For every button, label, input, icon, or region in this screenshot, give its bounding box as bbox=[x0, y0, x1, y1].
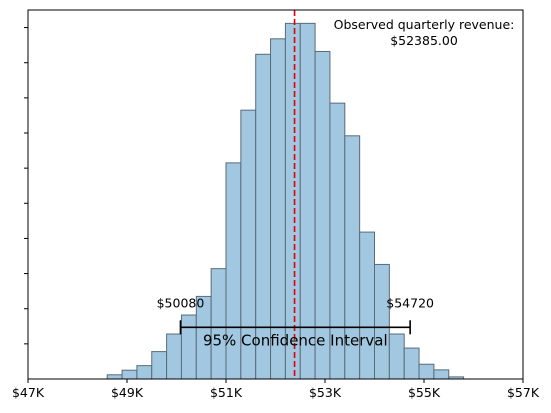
ci-label: 95% Confidence Interval bbox=[203, 331, 388, 349]
observed-label-line2: $52385.00 bbox=[390, 33, 458, 48]
histogram-bar bbox=[151, 351, 168, 380]
annotations: Observed quarterly revenue: $52385.00 $5… bbox=[157, 17, 515, 349]
histogram-bar bbox=[121, 369, 138, 380]
histogram-bar bbox=[359, 231, 375, 380]
x-tick-label: $49K bbox=[111, 385, 144, 400]
histogram-bar bbox=[284, 22, 301, 380]
x-tick-label: $55K bbox=[408, 385, 441, 400]
x-tick-label: $47K bbox=[12, 385, 45, 400]
histogram-bar bbox=[166, 333, 182, 380]
histogram-bar bbox=[210, 268, 227, 380]
plot-frame bbox=[27, 9, 524, 380]
ci-lower-label: $50080 bbox=[157, 295, 205, 310]
x-tick-label: $51K bbox=[210, 385, 243, 400]
x-axis: $47K $49K $51K $53K $55K $57K bbox=[12, 379, 540, 400]
x-tick-label: $53K bbox=[309, 385, 342, 400]
histogram-bar bbox=[433, 369, 450, 380]
histogram-bar bbox=[388, 333, 405, 380]
ci-upper-label: $54720 bbox=[386, 295, 434, 310]
histogram-bar bbox=[314, 50, 331, 380]
histogram-bar bbox=[136, 365, 153, 380]
histogram-bar bbox=[180, 314, 197, 380]
histogram-bar bbox=[403, 347, 420, 380]
x-tick-label: $57K bbox=[507, 385, 540, 400]
histogram-bar bbox=[299, 22, 316, 380]
histogram-bars bbox=[106, 22, 465, 380]
histogram-bar bbox=[374, 263, 390, 380]
histogram-bar bbox=[255, 53, 272, 380]
confidence-interval-group bbox=[179, 320, 411, 335]
observed-label-line1: Observed quarterly revenue: bbox=[334, 17, 515, 32]
y-axis bbox=[24, 27, 28, 345]
histogram-bar bbox=[418, 363, 435, 380]
histogram-bar bbox=[106, 374, 123, 380]
